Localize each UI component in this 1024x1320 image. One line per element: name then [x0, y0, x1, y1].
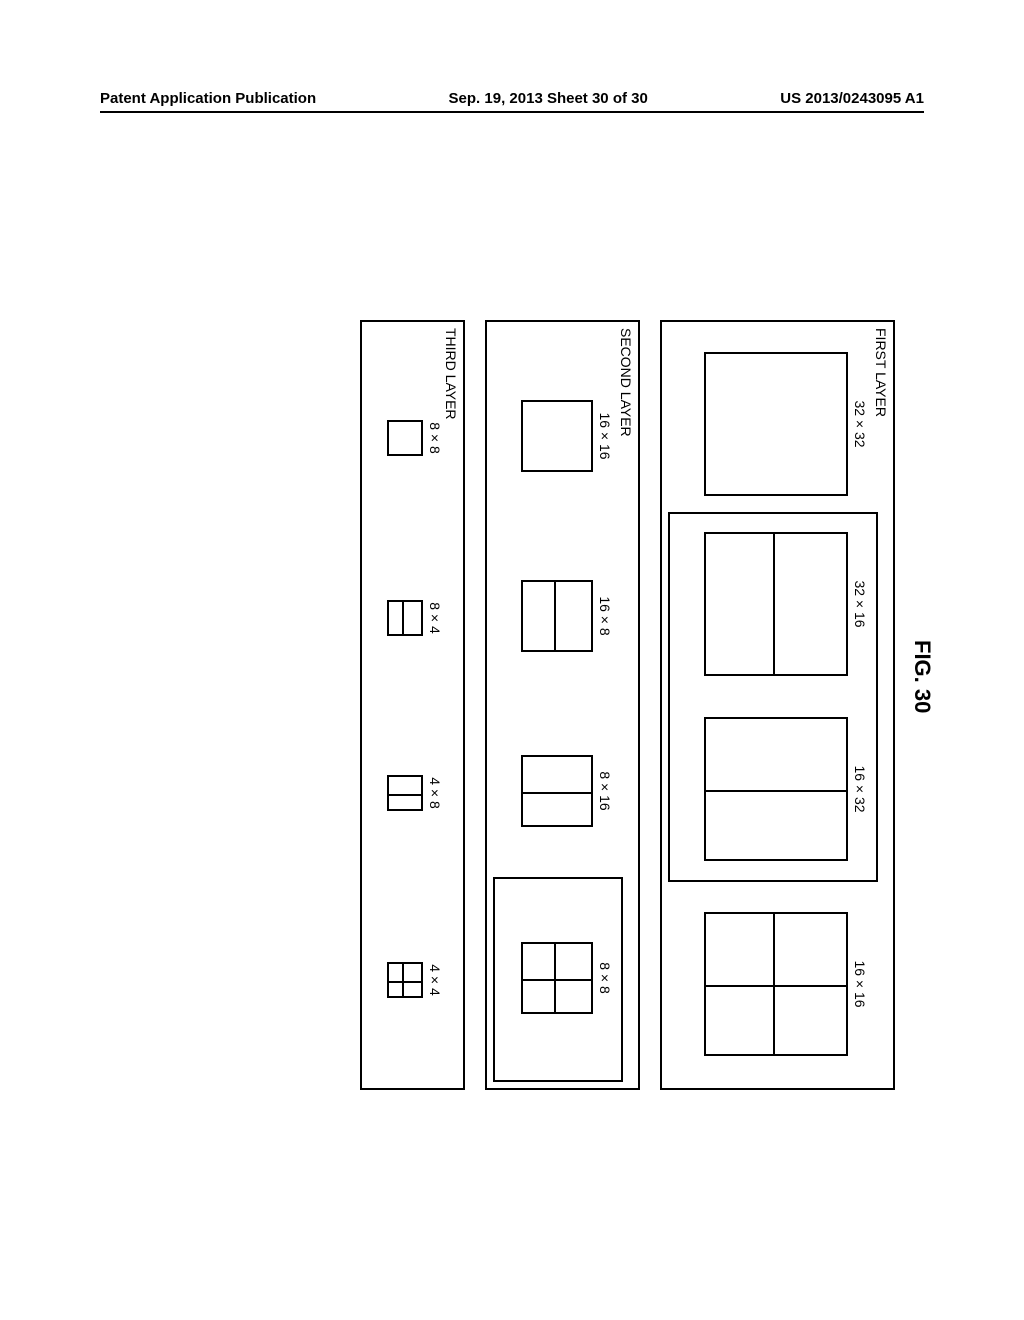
block-label: 4 × 8: [427, 753, 443, 833]
partition-block: [387, 420, 423, 456]
figure-title: FIG. 30: [909, 640, 935, 713]
block-label: 32 × 32: [852, 384, 868, 464]
partition-block: [521, 755, 593, 827]
block-vline: [706, 985, 846, 987]
partition-block: [704, 912, 848, 1056]
block-label: 16 × 8: [597, 576, 613, 656]
layer-title: SECOND LAYER: [618, 328, 634, 437]
block-label: 16 × 16: [597, 396, 613, 476]
block-label: 8 × 16: [597, 751, 613, 831]
header-right: US 2013/0243095 A1: [780, 90, 924, 107]
block-label: 8 × 8: [597, 938, 613, 1018]
block-vline: [389, 981, 421, 983]
partition-block: [387, 775, 423, 811]
partition-block: [387, 962, 423, 998]
block-vline: [523, 979, 591, 981]
layer-title: THIRD LAYER: [443, 328, 459, 420]
layer-box-1: SECOND LAYER 16 × 16 16 × 8 8 × 16 8 × 8: [485, 320, 640, 1090]
partition-block: [521, 400, 593, 472]
layer-box-0: FIRST LAYER 32 × 32 32 × 16 16 × 32 16 × 16: [660, 320, 895, 1090]
block-hline: [402, 964, 404, 996]
header-left: Patent Application Publication: [100, 90, 316, 107]
layer-box-2: THIRD LAYER8 × 8 8 × 4 4 × 8 4 × 4: [360, 320, 465, 1090]
partition-block: [704, 532, 848, 676]
partition-block: [704, 352, 848, 496]
partition-block: [704, 717, 848, 861]
block-hline: [402, 602, 404, 634]
block-label: 16 × 16: [852, 944, 868, 1024]
block-label: 4 × 4: [427, 940, 443, 1020]
block-label: 8 × 8: [427, 398, 443, 478]
block-vline: [523, 792, 591, 794]
block-label: 32 × 16: [852, 564, 868, 644]
block-hline: [554, 944, 556, 1012]
partition-block: [387, 600, 423, 636]
figure-area: FIG. 30 FIRST LAYER32 × 3232 × 1616 × 32…: [125, 320, 895, 1000]
block-label: 8 × 4: [427, 578, 443, 658]
page-header: Patent Application Publication Sep. 19, …: [100, 90, 924, 113]
block-hline: [554, 582, 556, 650]
layer-title: FIRST LAYER: [873, 328, 889, 417]
block-hline: [773, 534, 775, 674]
block-hline: [773, 914, 775, 1054]
partition-block: [521, 580, 593, 652]
block-vline: [706, 790, 846, 792]
header-center: Sep. 19, 2013 Sheet 30 of 30: [449, 90, 648, 107]
block-vline: [389, 794, 421, 796]
partition-block: [521, 942, 593, 1014]
block-label: 16 × 32: [852, 749, 868, 829]
